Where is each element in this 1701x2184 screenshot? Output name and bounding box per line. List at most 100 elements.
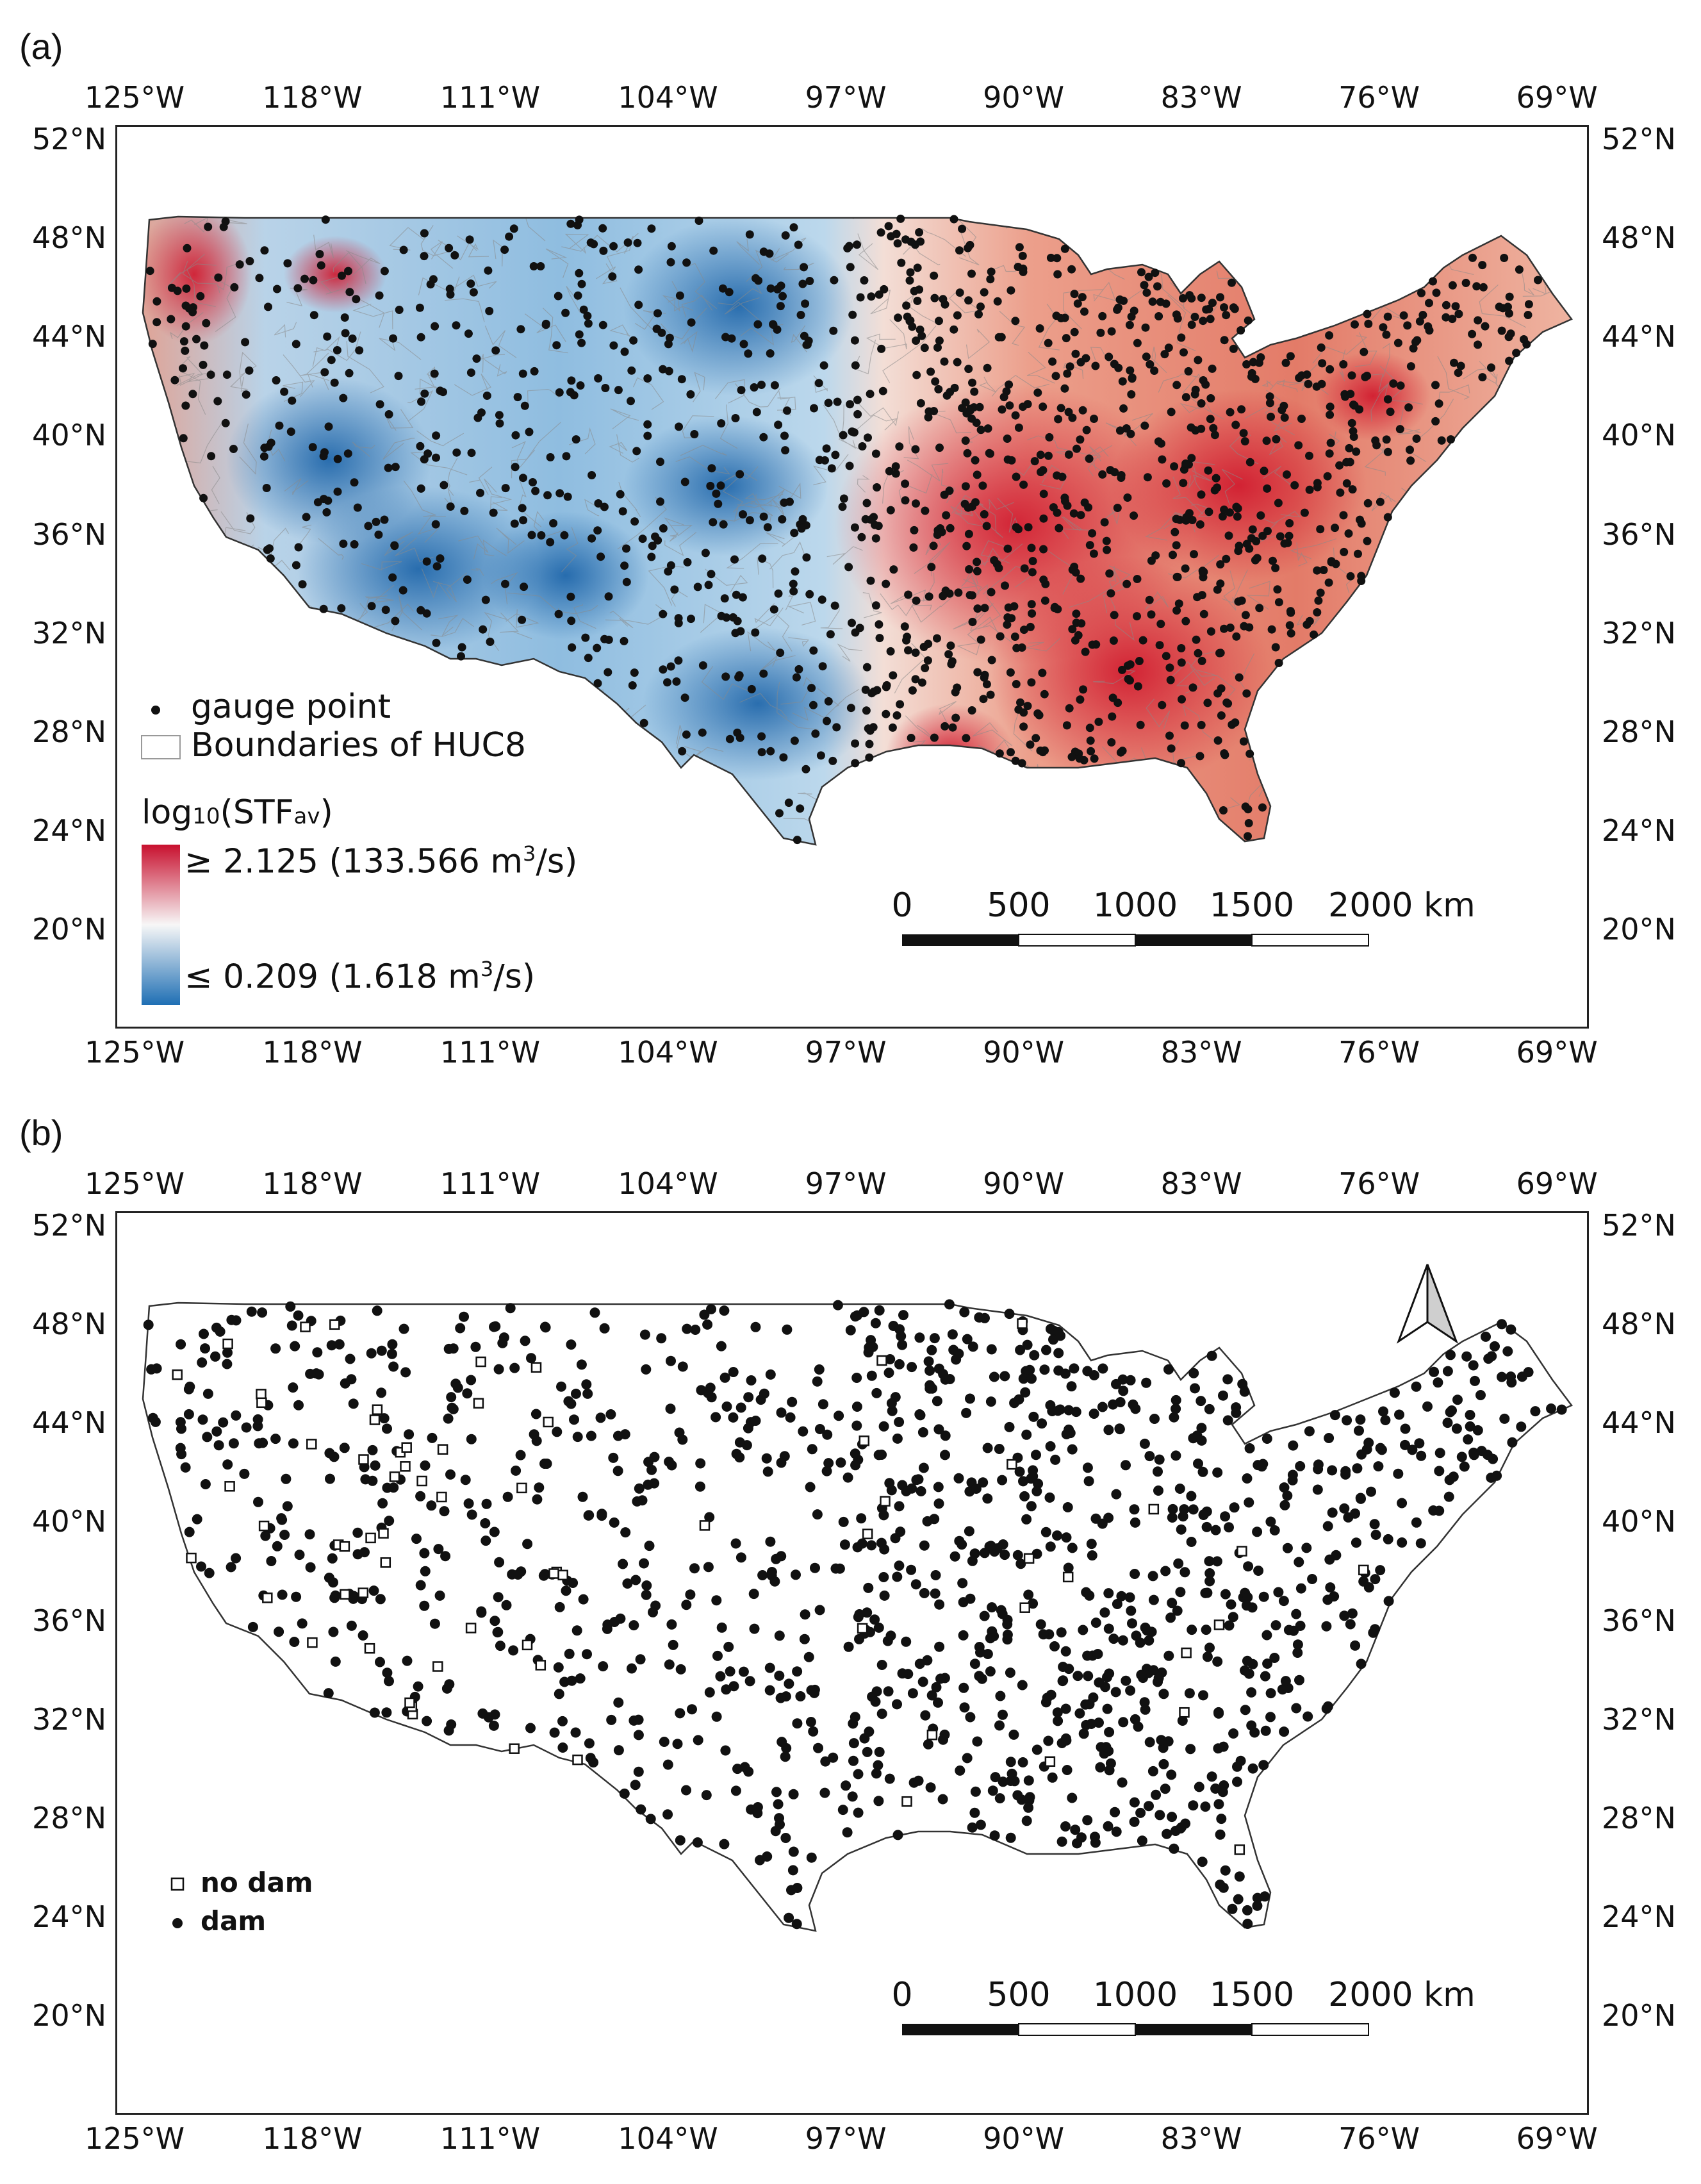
huc8-boundary-line xyxy=(318,538,344,560)
gauge-point xyxy=(944,650,953,659)
gauge-point xyxy=(399,245,408,254)
dam-gauge xyxy=(1060,1703,1071,1714)
dam-gauge xyxy=(814,1424,825,1434)
huc8-boundary-line xyxy=(979,376,997,393)
gauge-point xyxy=(976,302,985,311)
dam-gauge xyxy=(879,1590,890,1601)
dam-gauge xyxy=(959,1702,970,1713)
gauge-point xyxy=(846,400,855,409)
dam-gauge xyxy=(413,1681,423,1692)
gauge-point xyxy=(1389,379,1398,388)
dam-gauge xyxy=(887,1405,898,1416)
gauge-point xyxy=(315,250,324,258)
gauge-point xyxy=(541,320,550,329)
dam-gauge xyxy=(1049,1641,1060,1651)
dam-gauge xyxy=(330,1590,341,1601)
dam-gauge xyxy=(677,1361,688,1372)
gauge-point xyxy=(1487,363,1495,372)
huc8-boundary-line xyxy=(1402,533,1438,566)
gauge-point xyxy=(973,558,982,567)
gauge-point xyxy=(1028,568,1037,577)
gauge-point xyxy=(1220,336,1229,345)
gauge-point xyxy=(1019,722,1028,731)
huc8-boundary-line xyxy=(1345,252,1383,274)
dam-gauge xyxy=(1090,1617,1101,1628)
gauge-point xyxy=(972,418,981,427)
lat-tick-label: 52°N xyxy=(32,122,106,156)
gauge-point xyxy=(1316,588,1325,597)
huc8-boundary-line xyxy=(1472,748,1518,785)
dam-gauge xyxy=(400,1367,411,1378)
dam-gauge xyxy=(1216,1814,1227,1824)
lat-tick-label: 32°N xyxy=(32,1701,106,1737)
huc8-boundary-line xyxy=(760,655,796,672)
gauge-point xyxy=(588,471,596,479)
dam-gauge xyxy=(730,1538,741,1549)
gauge-point xyxy=(344,267,352,276)
dam-gauge xyxy=(1158,1689,1169,1700)
dam-gauge xyxy=(1089,1409,1099,1419)
dam-gauge xyxy=(357,1630,368,1641)
gauge-point xyxy=(1286,629,1295,638)
dam-gauge xyxy=(774,1670,785,1681)
scale-label: 1500 xyxy=(1209,886,1295,925)
gauge-point xyxy=(949,215,958,224)
dam-gauge xyxy=(914,1332,925,1343)
huc8-boundary-line xyxy=(253,659,301,685)
gauge-point xyxy=(948,723,957,732)
dam-gauge xyxy=(582,1649,592,1660)
huc8-boundary-line xyxy=(1179,402,1212,413)
dam-gauge xyxy=(1322,1594,1333,1605)
gauge-point xyxy=(1371,436,1380,445)
lat-tick-label: 28°N xyxy=(1602,714,1676,749)
gauge-point xyxy=(1158,455,1167,464)
gauge-point xyxy=(987,588,996,597)
no-dam-gauge xyxy=(516,1482,527,1494)
gauge-point xyxy=(395,306,404,314)
dam-gauge xyxy=(1135,1637,1146,1648)
gauge-point xyxy=(466,368,475,377)
dam-gauge xyxy=(901,1486,912,1496)
gauge-point xyxy=(255,274,264,283)
dam-gauge xyxy=(1465,1421,1475,1432)
gauge-point xyxy=(871,449,880,458)
dam-gauge xyxy=(192,1514,202,1525)
gauge-point xyxy=(309,311,318,320)
gauge-point xyxy=(391,463,400,472)
gauge-point xyxy=(1272,434,1281,443)
gauge-point xyxy=(1078,293,1087,302)
dam-gauge xyxy=(1210,1525,1221,1535)
dam-gauge xyxy=(252,1414,263,1425)
panel-a-map-frame: gauge point Boundaries of HUC8 log10(STF… xyxy=(115,125,1589,1029)
gauge-point xyxy=(804,336,813,345)
dam-gauge xyxy=(648,1607,658,1617)
gauge-point xyxy=(204,222,213,231)
gauge-point xyxy=(1252,537,1261,545)
dam-gauge xyxy=(1358,1576,1369,1587)
huc8-boundary-line xyxy=(958,228,980,266)
gauge-point xyxy=(894,313,903,322)
gauge-point xyxy=(921,506,930,515)
gauge-point xyxy=(560,531,569,540)
gauge-point xyxy=(1417,288,1426,297)
dam-gauge xyxy=(975,1647,985,1658)
huc8-boundary-line xyxy=(1398,410,1421,435)
gauge-point xyxy=(1505,292,1514,301)
gauge-point xyxy=(875,634,884,643)
dam-gauge xyxy=(675,1835,686,1846)
huc8-boundary-line xyxy=(484,359,507,377)
gauge-point xyxy=(292,561,300,570)
dam-gauge xyxy=(728,1681,739,1692)
dam-gauge xyxy=(832,1300,843,1311)
dam-gauge xyxy=(965,1712,976,1723)
dam-gauge xyxy=(1366,1486,1376,1497)
dam-gauge xyxy=(495,1641,505,1651)
gauge-point xyxy=(1144,272,1153,281)
gauge-point xyxy=(1070,290,1079,299)
gauge-point xyxy=(1015,243,1024,252)
dam-gauge xyxy=(1327,1507,1338,1518)
gauge-point xyxy=(1313,608,1322,616)
lon-tick-label: 118°W xyxy=(262,1166,363,1201)
gauge-point xyxy=(1197,591,1206,600)
gauge-point xyxy=(648,542,657,550)
